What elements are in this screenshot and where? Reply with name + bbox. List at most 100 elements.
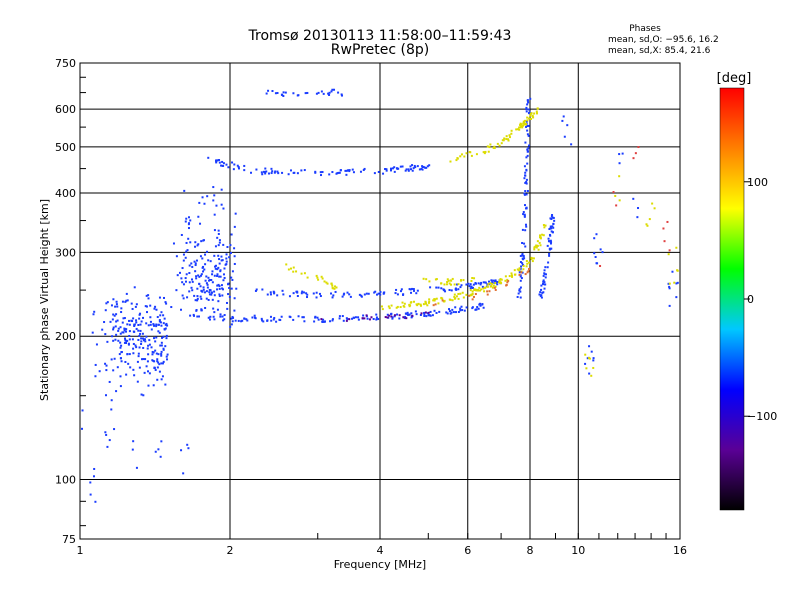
- data-point: [110, 399, 113, 402]
- data-point: [296, 295, 299, 298]
- data-point: [292, 92, 295, 95]
- data-point: [160, 341, 163, 344]
- data-point: [467, 282, 470, 285]
- data-point: [201, 257, 204, 260]
- data-point: [459, 155, 462, 158]
- data-point: [216, 268, 219, 271]
- data-point: [271, 170, 274, 173]
- data-point: [289, 267, 292, 270]
- data-point: [276, 91, 279, 94]
- y-tick-label: 75: [62, 533, 76, 546]
- data-point: [447, 279, 450, 282]
- data-point: [220, 188, 223, 191]
- data-point: [301, 316, 304, 319]
- data-point: [222, 164, 225, 167]
- data-point: [470, 279, 473, 282]
- data-point: [200, 240, 203, 243]
- data-point: [486, 290, 489, 293]
- data-point: [429, 286, 432, 289]
- data-point: [517, 292, 520, 295]
- data-point: [117, 329, 120, 332]
- data-point: [229, 325, 232, 328]
- data-point: [216, 308, 219, 311]
- data-point: [455, 159, 458, 162]
- data-point: [668, 282, 671, 285]
- data-point: [422, 277, 425, 280]
- data-point: [510, 272, 513, 275]
- data-point: [457, 288, 460, 291]
- data-point: [446, 312, 449, 315]
- data-point: [194, 299, 197, 302]
- data-point: [489, 282, 492, 285]
- data-point: [395, 167, 398, 170]
- data-point: [529, 114, 532, 117]
- data-point: [542, 234, 545, 237]
- data-point: [134, 305, 137, 308]
- data-point: [511, 275, 514, 278]
- data-point: [584, 362, 587, 365]
- data-point: [523, 242, 526, 245]
- data-point: [153, 366, 156, 369]
- data-point: [213, 194, 216, 197]
- data-point: [154, 368, 157, 371]
- data-point: [467, 294, 470, 297]
- data-point: [285, 263, 288, 266]
- data-point: [184, 277, 187, 280]
- data-point: [124, 360, 127, 363]
- data-point: [409, 288, 412, 291]
- data-point: [425, 278, 428, 281]
- data-point: [382, 291, 385, 294]
- data-point: [170, 306, 173, 309]
- data-point: [351, 317, 354, 320]
- y-tick-label: 750: [55, 57, 76, 70]
- data-point: [128, 323, 131, 326]
- data-point: [486, 283, 489, 286]
- data-point: [125, 373, 128, 376]
- data-point: [488, 283, 491, 286]
- data-point: [451, 299, 454, 302]
- data-point: [487, 283, 490, 286]
- data-point: [387, 305, 390, 308]
- data-point: [346, 291, 349, 294]
- data-point: [199, 222, 202, 225]
- data-point: [475, 288, 478, 291]
- data-point: [524, 174, 527, 177]
- data-point: [154, 349, 157, 352]
- data-point: [223, 314, 226, 317]
- data-point: [332, 294, 335, 297]
- data-point: [204, 263, 207, 266]
- data-point: [546, 266, 549, 269]
- data-point: [138, 366, 141, 369]
- data-point: [303, 272, 306, 275]
- data-point: [381, 308, 384, 311]
- data-point: [118, 353, 121, 356]
- data-point: [220, 164, 223, 167]
- x-axis-ticks: 1 2 4 6 8 10 16: [77, 533, 687, 557]
- data-point: [541, 233, 544, 236]
- data-point: [405, 168, 408, 171]
- data-point: [331, 296, 334, 299]
- data-point: [151, 350, 154, 353]
- data-point: [523, 192, 526, 195]
- data-point: [675, 296, 678, 299]
- data-point: [448, 308, 451, 311]
- data-point: [288, 315, 291, 318]
- data-point: [182, 259, 185, 262]
- data-point: [161, 375, 164, 378]
- data-point: [103, 321, 106, 324]
- data-point: [525, 169, 528, 172]
- data-point: [465, 152, 468, 155]
- data-point: [315, 296, 318, 299]
- data-point: [437, 286, 440, 289]
- data-point: [496, 283, 499, 286]
- data-point: [521, 241, 524, 244]
- data-point: [133, 323, 136, 326]
- data-point: [292, 292, 295, 295]
- data-point: [550, 230, 553, 233]
- data-point: [527, 270, 530, 273]
- data-point: [218, 262, 221, 265]
- data-point: [188, 264, 191, 267]
- data-point: [227, 166, 230, 169]
- data-point: [340, 93, 343, 96]
